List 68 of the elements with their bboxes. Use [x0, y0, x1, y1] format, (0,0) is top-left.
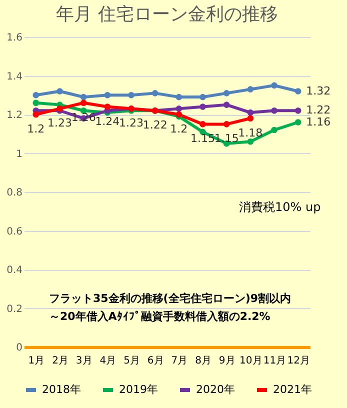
point: [200, 94, 206, 100]
point: [176, 94, 182, 100]
data-label: 1.16: [306, 115, 331, 128]
legend-label: 2018年: [42, 383, 81, 396]
point: [56, 88, 63, 94]
x-tick-label: 10月: [240, 356, 262, 366]
y-tick-label: 1.4: [6, 71, 22, 82]
point: [80, 100, 87, 106]
chart-title: 年月 住宅ローン金利の推移: [56, 4, 278, 25]
data-label: 1.15: [190, 132, 215, 146]
point: [294, 88, 302, 94]
data-label: 1.23: [48, 116, 72, 130]
x-tick-label: 5月: [124, 356, 140, 366]
point: [247, 138, 254, 145]
data-label: 1.23: [119, 116, 144, 130]
x-tick-label: 7月: [171, 356, 188, 366]
y-tick-label: 1.6: [6, 32, 22, 44]
x-tick-label: 11月: [263, 356, 286, 366]
point: [223, 102, 230, 108]
x-tick-label: 8月: [195, 356, 212, 366]
legend-label: 2019年: [119, 383, 158, 396]
point: [271, 107, 278, 114]
x-tick-label: 9月: [218, 356, 236, 366]
y-tick-label: 1: [16, 148, 22, 160]
point: [176, 106, 182, 112]
point: [247, 109, 254, 116]
point: [32, 100, 40, 106]
point: [32, 92, 40, 98]
data-label: 1.18: [238, 126, 263, 140]
data-label: 1.22: [306, 104, 331, 117]
x-tick-label: 1月: [28, 356, 45, 366]
point: [271, 82, 278, 89]
point: [152, 90, 158, 96]
point: [200, 121, 206, 128]
x-tick-label: 12月: [287, 356, 310, 366]
point: [128, 92, 134, 98]
y-tick-label: 0.4: [6, 265, 22, 276]
x-tick-label: 6月: [147, 356, 164, 366]
point: [271, 126, 278, 134]
x-tick-label: 2月: [52, 356, 68, 366]
point: [200, 104, 206, 110]
data-label: 1.2: [27, 122, 45, 136]
legend-label: 2020年: [196, 383, 235, 396]
point: [247, 86, 254, 92]
annotation: 消費税10% up: [239, 200, 321, 214]
data-label: 1.2: [170, 122, 188, 136]
data-label: 1.24: [95, 114, 120, 128]
y-tick-label: 0: [16, 342, 22, 354]
point: [80, 94, 87, 100]
point: [223, 90, 230, 96]
y-tick-label: 0.6: [6, 226, 22, 238]
annotation: ～20年借入Aﾀｲﾌﾟ融資手数料借入額の2.2%: [49, 310, 270, 323]
point: [294, 119, 302, 126]
data-label: 1.22: [142, 118, 168, 132]
y-tick-label: 1.2: [6, 110, 22, 121]
x-tick-label: 3月: [76, 356, 92, 366]
point: [104, 92, 111, 98]
point: [32, 111, 40, 118]
point: [294, 107, 302, 114]
point: [247, 115, 254, 122]
annotation: フラット35金利の推移(全宅住宅ローン)9割以内: [49, 292, 292, 305]
point: [223, 121, 230, 128]
data-label: 1.32: [306, 84, 331, 98]
point: [104, 104, 111, 110]
x-tick-label: 4月: [100, 356, 116, 366]
y-tick-label: 0.2: [6, 304, 22, 315]
legend-label: 2021年: [273, 383, 312, 396]
y-tick-label: 0.8: [6, 188, 22, 198]
